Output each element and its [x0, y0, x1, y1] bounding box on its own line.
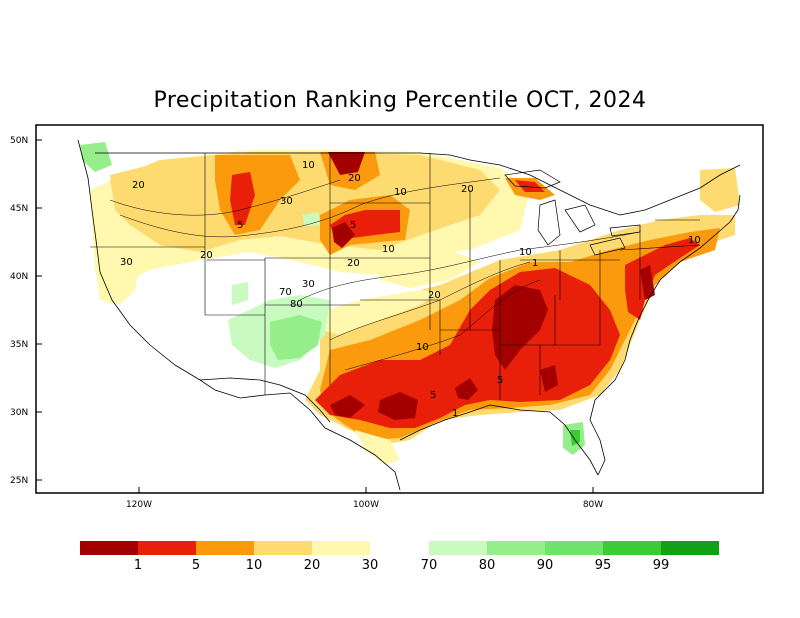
contour-lines: [109, 177, 641, 371]
lon-label-100w: 100W: [353, 500, 379, 510]
contour-label: 10: [394, 187, 407, 198]
region-30-south-edge: [320, 290, 440, 335]
lat-label-30n: 30N: [10, 408, 28, 418]
legend-label: 1: [134, 558, 142, 573]
mexico-border: [199, 377, 331, 423]
contour-label: 20: [428, 290, 441, 301]
region-1-texas: [330, 395, 365, 418]
region-1-north: [328, 152, 365, 175]
contour-label: 5: [350, 220, 356, 231]
contour-label: 10: [688, 235, 701, 246]
region-1-louisiana: [455, 378, 478, 400]
legend-dry-swatch-4: [312, 541, 370, 555]
region-30-cali: [95, 265, 140, 305]
lat-label-25n: 25N: [10, 476, 28, 486]
region-5-great-lakes: [515, 180, 545, 192]
us-coastline: [77, 139, 741, 491]
contour-label: 20: [461, 184, 474, 195]
lat-labels: 50N 45N 40N 35N 30N 25N: [10, 136, 28, 486]
contour-label: 30: [302, 279, 315, 290]
contour-label: 20: [348, 173, 361, 184]
region-95-florida: [570, 430, 580, 446]
legend-dry-swatch-3: [254, 541, 312, 555]
region-80-washington: [80, 142, 112, 172]
legend-dry-swatches: [80, 541, 370, 555]
legend-wet-swatch-4: [661, 541, 719, 555]
legend-dry-swatch-0: [80, 541, 138, 555]
state-lines: [90, 153, 701, 400]
region-20-maine: [700, 168, 740, 212]
region-5-northeast: [625, 238, 700, 320]
contour-label: 1: [452, 408, 458, 419]
legend-label: 99: [653, 558, 670, 573]
lat-label-50n: 50N: [10, 136, 28, 146]
contour-label: 10: [302, 160, 315, 171]
lat-label-45n: 45N: [10, 204, 28, 214]
legend-label: 20: [304, 558, 321, 573]
contour-label: 10: [382, 244, 395, 255]
lat-label-35n: 35N: [10, 340, 28, 350]
contour-label: 5: [237, 220, 243, 231]
percentile-fill-layer: [80, 142, 740, 465]
legend-dry-swatch-2: [196, 541, 254, 555]
region-5-montana: [230, 172, 255, 225]
canada-border: [95, 152, 741, 216]
region-1-tennessee: [492, 285, 548, 370]
legend: 1 5 10 20 30 70 80 90 95 99: [80, 541, 719, 573]
region-1-dakota: [332, 222, 355, 248]
legend-wet-swatch-3: [603, 541, 661, 555]
legend-wet-swatch-0: [429, 541, 487, 555]
region-30-texas-south: [355, 430, 400, 465]
contour-label-layer: 10 20 20 30 5 20 30 10 5 10 20 20 10 1 2…: [120, 160, 701, 419]
contour-label: 20: [200, 250, 213, 261]
lat-label-40n: 40N: [10, 272, 28, 282]
contour-label: 70: [279, 287, 292, 298]
legend-label: 90: [537, 558, 554, 573]
contour-label: 20: [132, 180, 145, 191]
region-80-arizona: [270, 315, 322, 360]
legend-wet-swatches: [429, 541, 719, 555]
lon-axis: [138, 487, 594, 493]
map-title: Precipitation Ranking Percentile OCT, 20…: [153, 88, 647, 113]
legend-dry-labels: 1 5 10 20 30: [134, 558, 378, 573]
region-10-oregon: [110, 165, 160, 225]
legend-label: 70: [421, 558, 438, 573]
contour-label: 20: [347, 258, 360, 269]
lat-axis: [36, 139, 42, 481]
legend-label: 5: [192, 558, 200, 573]
contour-label: 5: [430, 390, 436, 401]
legend-label: 10: [246, 558, 263, 573]
legend-wet-swatch-2: [545, 541, 603, 555]
legend-wet-swatch-1: [487, 541, 545, 555]
contour-label: 30: [280, 196, 293, 207]
region-1-texas-2: [378, 392, 418, 420]
legend-wet-labels: 70 80 90 95 99: [421, 558, 670, 573]
contour-label: 30: [120, 257, 133, 268]
region-70-nevada: [232, 282, 248, 305]
lon-label-80w: 80W: [583, 500, 603, 510]
legend-label: 95: [595, 558, 612, 573]
contour-label: 10: [416, 342, 429, 353]
lakes: [504, 169, 641, 256]
lon-label-120w: 120W: [126, 500, 152, 510]
contour-label: 1: [532, 258, 538, 269]
contour-label: 5: [497, 375, 503, 386]
legend-dry-swatch-1: [138, 541, 196, 555]
contour-label: 10: [519, 247, 532, 258]
region-1-georgia: [540, 365, 558, 392]
legend-label: 30: [362, 558, 379, 573]
contour-label: 80: [290, 299, 303, 310]
legend-label: 80: [479, 558, 496, 573]
lon-labels: 120W 100W 80W: [126, 500, 603, 510]
region-1-nj: [640, 265, 655, 300]
boundaries-layer: [77, 139, 741, 491]
map-frame: [35, 124, 764, 494]
